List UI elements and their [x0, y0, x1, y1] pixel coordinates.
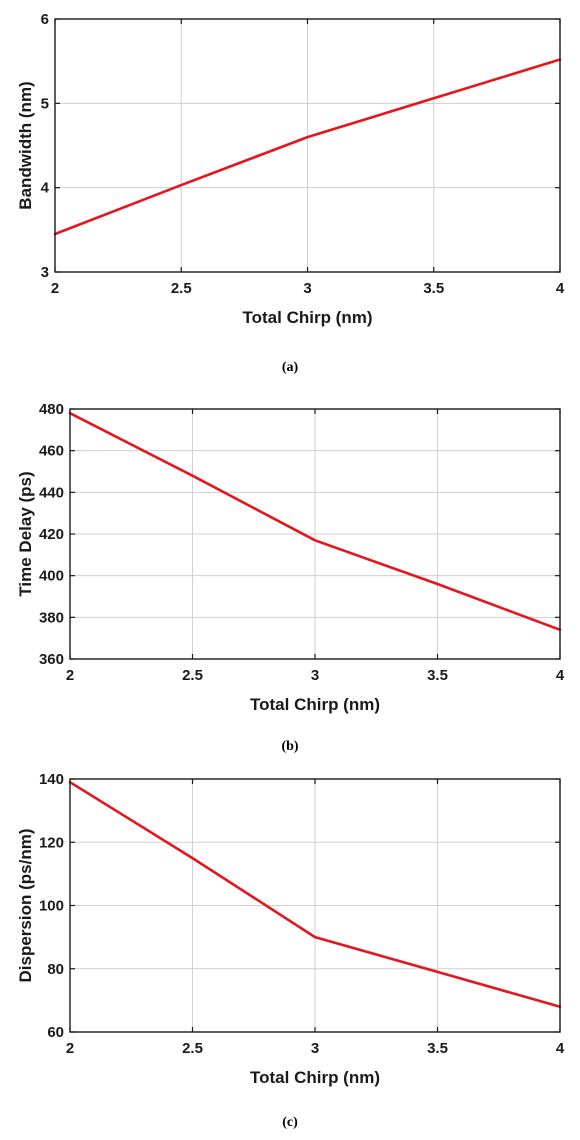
panel-caption: (a)	[282, 360, 299, 375]
x-axis-label: Total Chirp (nm)	[243, 308, 373, 327]
x-tick-label: 2.5	[182, 667, 203, 684]
x-tick-label: 3	[303, 280, 311, 297]
x-tick-label: 4	[556, 667, 565, 684]
chart-panel-c: 2 2.5 3 3.5 4 60 80 100 120 140 Total Chirp (nm) Di…	[16, 771, 565, 1130]
y-tick-label: 100	[39, 898, 64, 915]
x-tick-label: 2.5	[171, 280, 192, 297]
x-tick-label: 2.5	[182, 1040, 203, 1057]
x-tick-label: 3	[311, 1040, 319, 1057]
y-tick-label: 5	[41, 95, 49, 112]
chart-panel-a: 2 2.5 3 3.5 4 3 4 5 6 Total Chirp (nm) Bandwidth (…	[16, 11, 565, 375]
series-line	[68, 780, 562, 1009]
y-tick-label: 3	[41, 264, 49, 281]
panel-caption: (c)	[282, 1115, 298, 1130]
y-tick-label: 400	[39, 568, 64, 585]
x-tick-label: 2	[66, 1040, 74, 1057]
x-tick-label: 2	[66, 667, 74, 684]
y-tick-label: 420	[39, 526, 64, 543]
x-tick-label: 2	[51, 280, 59, 297]
y-tick-label: 4	[41, 180, 50, 197]
x-tick-label: 3.5	[427, 1040, 448, 1057]
y-tick-label: 480	[39, 401, 64, 418]
y-tick-label: 440	[39, 484, 64, 501]
panel-caption: (b)	[281, 739, 298, 754]
y-tick-label: 460	[39, 443, 64, 460]
series-line	[68, 411, 562, 632]
y-axis-label: Bandwidth (nm)	[16, 81, 35, 209]
x-tick-label: 4	[556, 1040, 565, 1057]
x-tick-label: 3	[311, 667, 319, 684]
chart-panel-b: 2 2.5 3 3.5 4 360 380 400 420 440 460 480 Total Chir…	[16, 401, 565, 754]
y-axis-label: Time Delay (ps)	[16, 471, 35, 596]
y-tick-label: 80	[47, 961, 64, 978]
y-tick-label: 120	[39, 834, 64, 851]
y-tick-label: 380	[39, 609, 64, 626]
x-axis-label: Total Chirp (nm)	[250, 1068, 380, 1087]
x-tick-label: 3.5	[427, 667, 448, 684]
y-tick-label: 60	[47, 1024, 64, 1041]
y-axis-label: Dispersion (ps/nm)	[16, 829, 35, 983]
series-line	[53, 58, 562, 236]
x-axis-label: Total Chirp (nm)	[250, 695, 380, 714]
x-tick-label: 3.5	[423, 280, 444, 297]
x-tick-label: 4	[556, 280, 565, 297]
y-tick-label: 6	[41, 11, 49, 28]
y-tick-label: 360	[39, 651, 64, 668]
y-tick-label: 140	[39, 771, 64, 788]
